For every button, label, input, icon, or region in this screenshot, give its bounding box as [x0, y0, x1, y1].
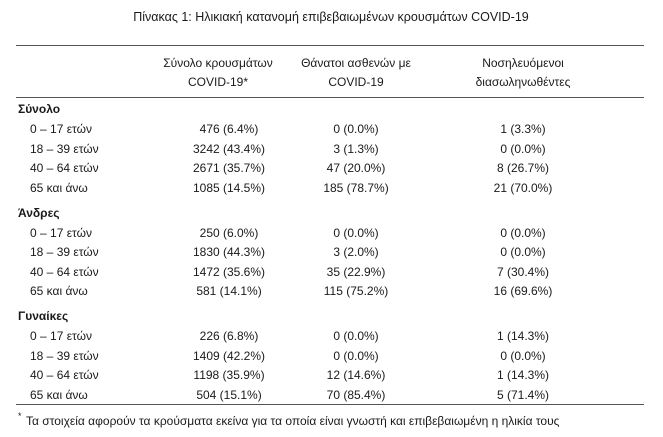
section-header: Σύνολο — [18, 102, 61, 116]
cell: 115 (75.2%) — [323, 284, 389, 298]
cell: 2671 (35.7%) — [192, 161, 266, 175]
cell: 504 (15.1%) — [196, 387, 262, 402]
cell: 226 (6.8%) — [199, 329, 259, 343]
cell: 185 (78.7%) — [323, 180, 389, 195]
row-label: 18 – 39 ετών — [30, 141, 99, 156]
section-header: Γυναίκες — [18, 309, 69, 323]
cell: 1472 (35.6%) — [192, 264, 266, 279]
cell: 1 (3.3%) — [500, 122, 546, 136]
row-label: 0 – 17 ετών — [30, 225, 92, 240]
cell: 0 (0.0%) — [500, 141, 546, 156]
top-rule — [16, 45, 644, 46]
row-label: 40 – 64 ετών — [30, 264, 99, 279]
footnote: Τα στοιχεία αφορούν τα κρούσματα εκείνα … — [26, 414, 560, 428]
cell: 250 (6.0%) — [199, 225, 259, 240]
cell: 1 (14.3%) — [496, 368, 550, 382]
cell: 7 (30.4%) — [496, 264, 550, 279]
cell: 581 (14.1%) — [196, 284, 262, 298]
column-header: Σύνολο κρουσμάτων — [163, 56, 273, 70]
cell: 47 (20.0%) — [326, 161, 386, 175]
cell: 8 (26.7%) — [496, 161, 550, 175]
cell: 0 (0.0%) — [500, 225, 546, 240]
cell: 3 (2.0%) — [333, 245, 379, 259]
cell: 0 (0.0%) — [333, 329, 379, 343]
row-label: 65 και άνω — [30, 387, 88, 402]
cell: 0 (0.0%) — [500, 245, 546, 259]
title: Πίνακας 1: Ηλικιακή κατανομή επιβεβαιωμέ… — [133, 10, 529, 24]
cell: 1409 (42.2%) — [192, 348, 266, 363]
row-label: 0 – 17 ετών — [30, 329, 92, 343]
cell: 35 (22.9%) — [326, 264, 386, 279]
column-header: COVID-19* — [187, 75, 249, 89]
cell: 5 (71.4%) — [496, 387, 550, 402]
section-header: Άνδρες — [18, 205, 60, 220]
cell: 1830 (44.3%) — [192, 245, 266, 259]
column-header: COVID-19 — [328, 75, 384, 89]
cell: 16 (69.6%) — [493, 284, 553, 298]
cell: 476 (6.4%) — [199, 122, 259, 136]
cell: 12 (14.6%) — [326, 368, 386, 382]
cell: 0 (0.0%) — [500, 348, 546, 363]
column-header: διασωληνωθέντες — [475, 75, 571, 89]
cell: 21 (70.0%) — [493, 180, 553, 195]
row-label: 65 και άνω — [30, 180, 88, 195]
row-label: 65 και άνω — [30, 284, 88, 298]
cell: 3242 (43.4%) — [192, 141, 266, 156]
cell: 0 (0.0%) — [333, 122, 379, 136]
row-label: 40 – 64 ετών — [30, 368, 99, 382]
cell: 0 (0.0%) — [333, 348, 379, 363]
column-header: Θάνατοι ασθενών με — [301, 56, 411, 70]
row-label: 18 – 39 ετών — [30, 245, 99, 259]
bottom-rule — [16, 404, 644, 405]
row-label: 40 – 64 ετών — [30, 161, 99, 175]
column-header: Νοσηλευόμενοι — [482, 56, 564, 70]
cell: 3 (1.3%) — [333, 141, 379, 156]
header-rule — [16, 97, 644, 98]
row-label: 18 – 39 ετών — [30, 348, 99, 363]
footnote-marker: * — [18, 411, 22, 421]
cell: 0 (0.0%) — [333, 225, 379, 240]
cell: 70 (85.4%) — [326, 387, 386, 402]
cell: 1085 (14.5%) — [192, 180, 266, 195]
row-label: 0 – 17 ετών — [30, 122, 92, 136]
cell: 1 (14.3%) — [496, 329, 550, 343]
cell: 1198 (35.9%) — [193, 368, 265, 382]
